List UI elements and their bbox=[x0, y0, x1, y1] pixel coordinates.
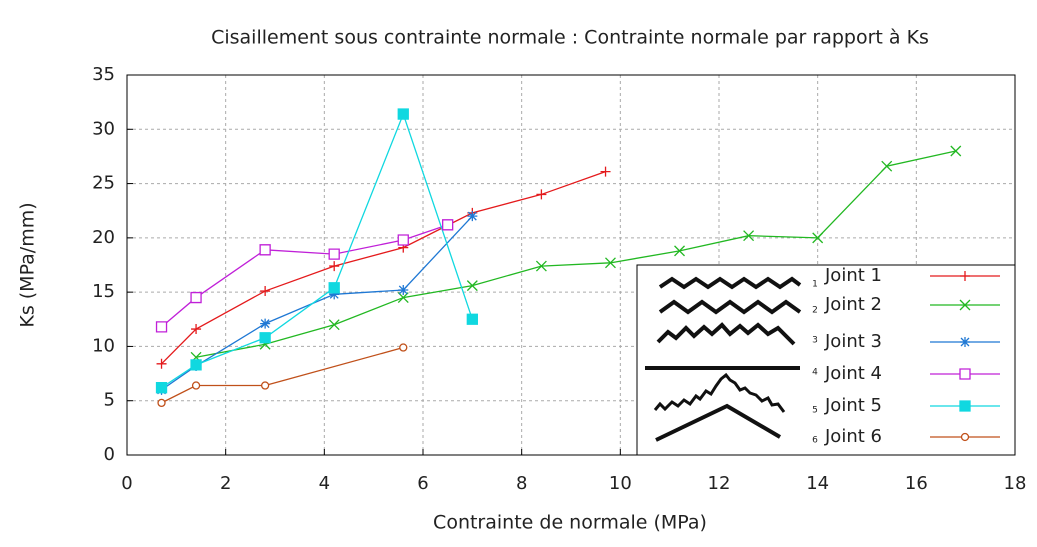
marker bbox=[950, 145, 962, 157]
marker bbox=[397, 108, 409, 120]
y-tick-label: 30 bbox=[92, 118, 115, 139]
series-lines bbox=[161, 112, 956, 404]
legend-marker bbox=[959, 400, 971, 412]
marker bbox=[881, 160, 893, 172]
series-line bbox=[161, 171, 606, 365]
plot-frame bbox=[126, 74, 1016, 456]
legend-label: Joint 2 bbox=[824, 294, 882, 315]
marker bbox=[260, 318, 271, 329]
legend-label: Joint 4 bbox=[824, 363, 882, 384]
marker bbox=[467, 211, 478, 222]
marker bbox=[600, 166, 611, 177]
marker bbox=[674, 245, 685, 257]
marker bbox=[190, 359, 202, 371]
marker bbox=[156, 358, 167, 369]
y-tick-label: 25 bbox=[92, 173, 115, 194]
marker bbox=[191, 324, 202, 335]
legend-marker bbox=[960, 337, 970, 347]
x-tick-label: 8 bbox=[516, 473, 527, 494]
profile-number: 5 bbox=[812, 406, 818, 416]
joint-profiles bbox=[645, 276, 802, 442]
series-markers bbox=[155, 108, 962, 408]
marker bbox=[536, 189, 547, 200]
series-line bbox=[161, 215, 473, 391]
x-tick-label: 16 bbox=[905, 473, 928, 494]
marker bbox=[329, 289, 340, 300]
x-tick-label: 18 bbox=[1004, 473, 1027, 494]
y-tick-label: 0 bbox=[104, 444, 115, 465]
marker bbox=[191, 381, 201, 390]
profile-number: 6 bbox=[812, 436, 818, 446]
marker bbox=[397, 234, 409, 246]
x-tick-label: 2 bbox=[220, 473, 231, 494]
legend-marker bbox=[960, 432, 970, 442]
marker bbox=[466, 280, 478, 292]
x-tick-label: 10 bbox=[609, 473, 632, 494]
marker bbox=[398, 284, 409, 295]
marker bbox=[328, 282, 340, 294]
y-tick-label: 10 bbox=[92, 335, 115, 356]
x-tick-label: 4 bbox=[319, 473, 330, 494]
legend-label: Joint 6 bbox=[824, 426, 882, 447]
series-line bbox=[161, 112, 473, 389]
profile-number: 2 bbox=[812, 306, 818, 316]
marker bbox=[399, 343, 408, 352]
marker bbox=[157, 398, 166, 408]
legend-marker bbox=[959, 368, 971, 380]
legend-label: Joint 5 bbox=[824, 395, 882, 416]
marker bbox=[259, 244, 271, 256]
legend-label: Joint 1 bbox=[824, 265, 882, 286]
x-tick-label: 12 bbox=[708, 473, 731, 494]
marker bbox=[397, 292, 409, 304]
x-axis-label: Contrainte de normale (MPa) bbox=[433, 512, 707, 534]
marker bbox=[155, 382, 168, 394]
marker bbox=[442, 219, 454, 231]
x-tick-label: 0 bbox=[121, 473, 132, 494]
marker bbox=[328, 248, 340, 260]
marker bbox=[190, 291, 202, 304]
marker bbox=[328, 319, 340, 331]
marker bbox=[743, 230, 755, 242]
legend: 1 2 3 4 5 6 Joint 1 Joint 2 Joint 3 Joint 4 Joint… bbox=[636, 264, 1016, 456]
marker bbox=[466, 313, 478, 325]
legend-marker bbox=[960, 271, 970, 281]
marker bbox=[260, 381, 270, 390]
series-line bbox=[161, 346, 404, 404]
marker bbox=[812, 232, 824, 244]
y-axis-label: Ks (MPa/mm) bbox=[17, 202, 39, 327]
y-tick-label: 5 bbox=[104, 390, 115, 411]
y-tick-label: 20 bbox=[92, 227, 115, 248]
marker bbox=[605, 257, 616, 269]
marker bbox=[155, 321, 168, 333]
marker bbox=[329, 261, 340, 272]
legend-marker bbox=[959, 299, 971, 311]
series-line bbox=[161, 224, 448, 328]
series-line bbox=[195, 150, 956, 358]
marker bbox=[535, 260, 547, 272]
marker bbox=[259, 332, 271, 344]
profile-number: 3 bbox=[812, 336, 818, 346]
x-tick-label: 14 bbox=[806, 473, 829, 494]
y-tick-label: 35 bbox=[92, 64, 115, 85]
profile-number: 4 bbox=[812, 368, 818, 378]
x-tick-label: 6 bbox=[417, 473, 428, 494]
y-tick-label: 15 bbox=[92, 281, 115, 302]
profile-number: 1 bbox=[812, 280, 818, 290]
legend-label: Joint 3 bbox=[824, 331, 882, 352]
legend-box bbox=[636, 264, 1016, 456]
chart-title: Cisaillement sous contrainte normale : C… bbox=[211, 27, 929, 49]
marker bbox=[260, 286, 271, 297]
